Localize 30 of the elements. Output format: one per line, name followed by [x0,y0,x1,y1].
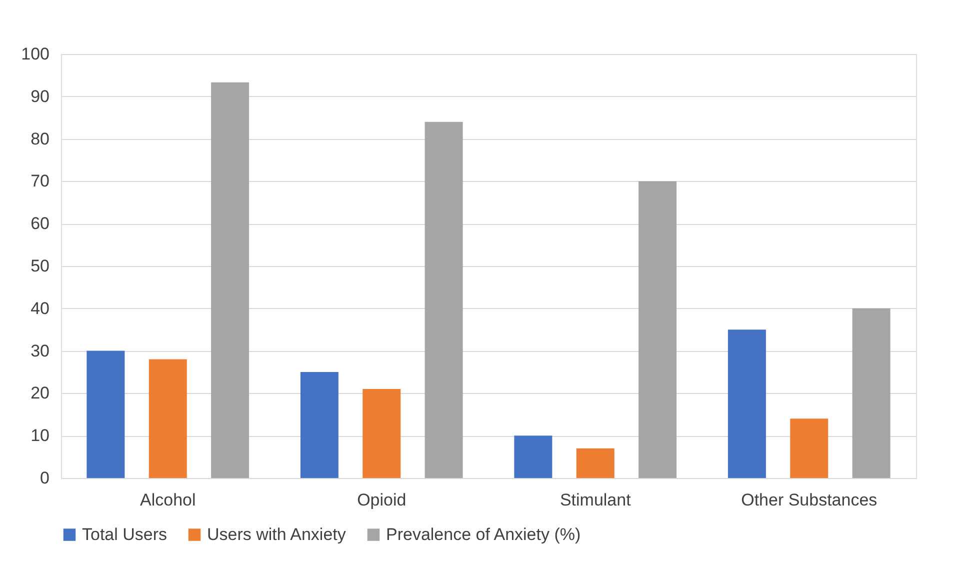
bar [576,448,614,478]
y-tick-label: 80 [30,129,50,148]
bar [790,418,828,478]
x-tick-label: Alcohol [140,490,196,510]
x-tick-label: Opioid [357,490,406,510]
bar [86,350,125,478]
legend-label: Total Users [82,524,168,544]
bar [211,82,250,478]
bar [362,388,401,478]
y-tick-label: 40 [30,298,50,318]
bar [852,308,890,478]
x-tick-label: Other Substances [741,490,878,510]
y-tick-label: 60 [30,214,50,234]
y-tick-label: 90 [30,86,50,106]
bar [728,330,766,478]
y-tick-label: 0 [40,468,50,488]
legend-label: Prevalence of Anxiety (%) [386,524,581,544]
bar [300,372,338,478]
y-tick-label: 100 [21,44,50,64]
y-tick-label: 10 [30,426,50,446]
bar [424,122,463,478]
y-tick-label: 70 [30,172,50,191]
legend-label: Users with Anxiety [207,524,346,544]
bar [638,181,677,478]
y-tick-label: 50 [30,256,50,276]
y-tick-label: 20 [30,384,50,403]
x-tick-label: Stimulant [560,490,632,510]
y-tick-label: 30 [30,341,50,360]
bar [514,436,552,478]
bar [148,359,187,478]
